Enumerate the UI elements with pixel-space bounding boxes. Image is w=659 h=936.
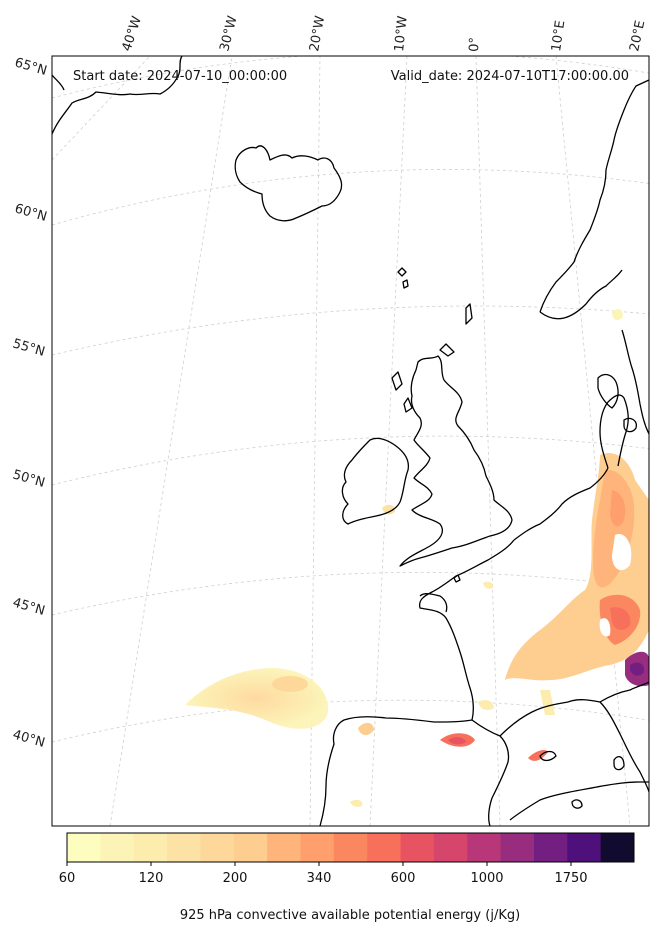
colorbar-swatch	[167, 833, 201, 862]
colorbar-tick-label: 600	[391, 871, 416, 886]
colorbar-swatch	[300, 833, 335, 862]
lat-label: 55°N	[11, 336, 47, 359]
lon-label: 20°E	[627, 19, 648, 53]
colorbar-swatch	[333, 833, 368, 862]
map-panel	[52, 56, 649, 826]
colorbar-swatch	[200, 833, 235, 862]
coastlines	[52, 56, 649, 826]
valid-date-label: Valid_date: 2024-07-10T17:00:00.00	[391, 69, 629, 84]
start-date-label: Start date: 2024-07-10_00:00:00	[73, 69, 287, 84]
colorbar-swatch	[600, 833, 635, 862]
colorbar-tick-label: 340	[307, 871, 332, 886]
map-frame	[51, 55, 650, 827]
colorbar-tick-label: 1750	[554, 871, 587, 886]
lat-label: 45°N	[11, 595, 47, 618]
colorbar-swatch	[267, 833, 301, 862]
colorbar-swatch	[233, 833, 268, 862]
lon-label: 40°W	[120, 14, 145, 53]
colorbar-swatch	[100, 833, 135, 862]
colorbar-tick-label: 120	[139, 871, 164, 886]
lon-label: 0°	[467, 37, 483, 52]
latitude-labels: 65°N 60°N 55°N 50°N 45°N 40°N	[11, 55, 49, 750]
lon-label: 10°W	[392, 15, 411, 52]
lat-label: 40°N	[11, 727, 47, 750]
lon-label: 30°W	[217, 14, 240, 53]
colorbar-swatch	[567, 833, 602, 862]
lat-label: 50°N	[11, 467, 47, 490]
colorbar-swatch	[433, 833, 468, 862]
colorbar-swatch	[367, 833, 402, 862]
longitude-labels: 40°W 30°W 20°W 10°W 0° 10°E 20°E	[120, 14, 649, 53]
colorbar-swatch	[500, 833, 535, 862]
colorbar-swatch	[133, 833, 168, 862]
colorbar-title: 925 hPa convective available potential e…	[180, 908, 520, 923]
lat-label: 65°N	[13, 55, 49, 78]
lon-label: 10°E	[549, 20, 568, 53]
lon-label: 20°W	[307, 15, 328, 53]
colorbar-swatch	[67, 833, 101, 862]
colorbar: 60 120 200 340 600 1000 1750	[59, 832, 635, 886]
colorbar-frame	[66, 832, 635, 863]
lat-label: 60°N	[13, 201, 49, 224]
colorbar-swatch	[467, 833, 502, 862]
cape-field	[185, 309, 649, 807]
colorbar-swatch	[400, 833, 435, 862]
colorbar-swatch	[533, 833, 568, 862]
colorbar-tick-label: 60	[59, 871, 76, 886]
colorbar-tick-label: 1000	[470, 871, 503, 886]
colorbar-tick-label: 200	[223, 871, 248, 886]
